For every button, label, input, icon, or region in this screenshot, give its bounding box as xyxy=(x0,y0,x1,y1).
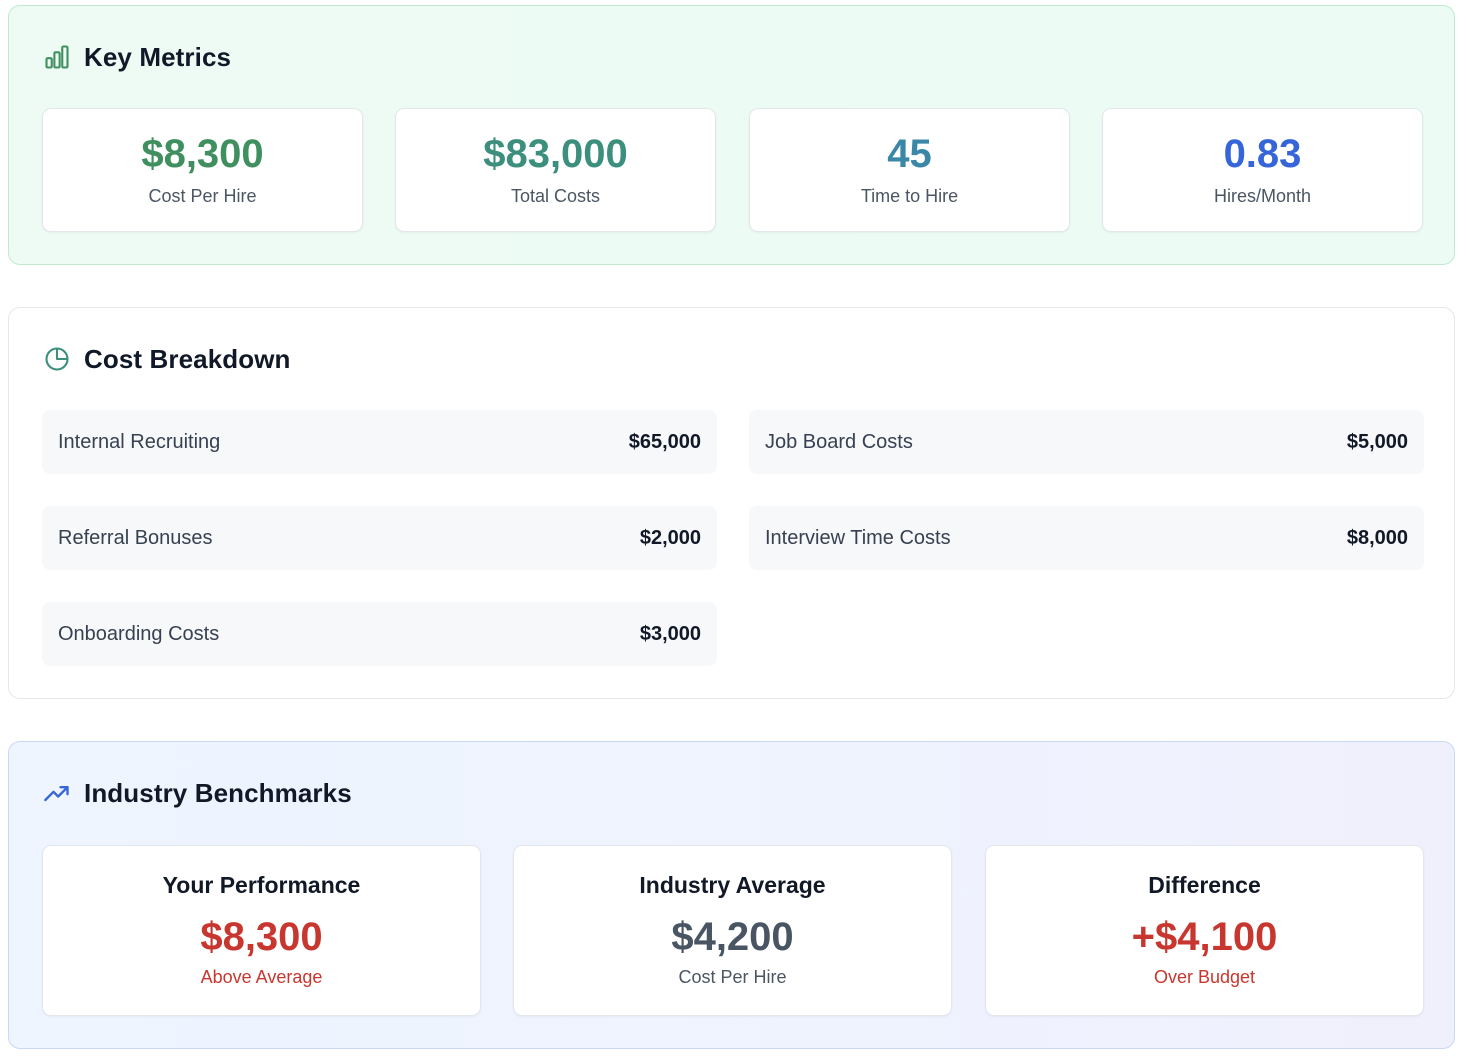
benchmarks-header: Industry Benchmarks xyxy=(42,777,352,809)
benchmark-card-title: Your Performance xyxy=(162,872,361,898)
benchmark-value: $4,200 xyxy=(671,915,794,959)
cost-item-name: Interview Time Costs xyxy=(765,526,951,549)
benchmark-card-your-performance: Your Performance $8,300 Above Average xyxy=(42,845,481,1016)
benchmark-card-difference: Difference +$4,100 Over Budget xyxy=(985,845,1424,1016)
cost-breakdown-header: Cost Breakdown xyxy=(42,343,291,375)
cost-breakdown-title: Cost Breakdown xyxy=(84,343,291,374)
cost-item-internal-recruiting: Internal Recruiting $65,000 xyxy=(42,410,717,474)
benchmark-card-title: Difference xyxy=(1148,872,1261,898)
metric-value: 0.83 xyxy=(1223,132,1302,176)
metric-card-total-costs: $83,000 Total Costs xyxy=(395,108,716,232)
benchmark-value: $8,300 xyxy=(200,915,323,959)
benchmark-subtext: Above Average xyxy=(200,967,323,987)
cost-item-referral-bonuses: Referral Bonuses $2,000 xyxy=(42,506,717,570)
benchmark-card-title: Industry Average xyxy=(639,872,826,898)
benchmark-subtext: Cost Per Hire xyxy=(678,967,787,987)
key-metrics-header: Key Metrics xyxy=(42,41,231,73)
metric-value: 45 xyxy=(887,132,932,176)
metric-label: Cost Per Hire xyxy=(148,186,257,206)
trending-up-icon xyxy=(42,778,72,808)
key-metrics-section: Key Metrics $8,300 Cost Per Hire $83,000… xyxy=(8,5,1455,265)
cost-item-interview-time: Interview Time Costs $8,000 xyxy=(749,506,1424,570)
cost-item-job-board: Job Board Costs $5,000 xyxy=(749,410,1424,474)
cost-item-amount: $5,000 xyxy=(1346,430,1408,453)
pie-chart-icon xyxy=(42,344,72,374)
metric-label: Hires/Month xyxy=(1213,186,1312,206)
cost-item-name: Internal Recruiting xyxy=(58,430,221,453)
metric-value: $83,000 xyxy=(483,132,628,176)
metric-card-time-to-hire: 45 Time to Hire xyxy=(749,108,1070,232)
benchmark-subtext: Over Budget xyxy=(1153,967,1256,987)
industry-benchmarks-section: Industry Benchmarks Your Performance $8,… xyxy=(8,741,1455,1049)
cost-breakdown-section: Cost Breakdown Internal Recruiting $65,0… xyxy=(8,307,1455,699)
metric-label: Total Costs xyxy=(510,186,601,206)
metric-value: $8,300 xyxy=(141,132,264,176)
metric-card-hires-per-month: 0.83 Hires/Month xyxy=(1102,108,1423,232)
cost-item-onboarding: Onboarding Costs $3,000 xyxy=(42,602,717,666)
cost-item-amount: $65,000 xyxy=(628,430,701,453)
benchmark-card-industry-average: Industry Average $4,200 Cost Per Hire xyxy=(513,845,952,1016)
bar-chart-icon xyxy=(42,42,72,72)
cost-item-amount: $8,000 xyxy=(1346,526,1408,549)
metric-label: Time to Hire xyxy=(860,186,959,206)
benchmarks-title: Industry Benchmarks xyxy=(84,777,352,808)
cost-item-name: Job Board Costs xyxy=(765,430,913,453)
metric-card-cost-per-hire: $8,300 Cost Per Hire xyxy=(42,108,363,232)
cost-item-amount: $2,000 xyxy=(639,526,701,549)
key-metrics-title: Key Metrics xyxy=(84,41,232,72)
benchmark-value: +$4,100 xyxy=(1131,915,1278,959)
cost-item-name: Onboarding Costs xyxy=(58,622,220,645)
cost-item-amount: $3,000 xyxy=(639,622,701,645)
cost-item-name: Referral Bonuses xyxy=(58,526,213,549)
